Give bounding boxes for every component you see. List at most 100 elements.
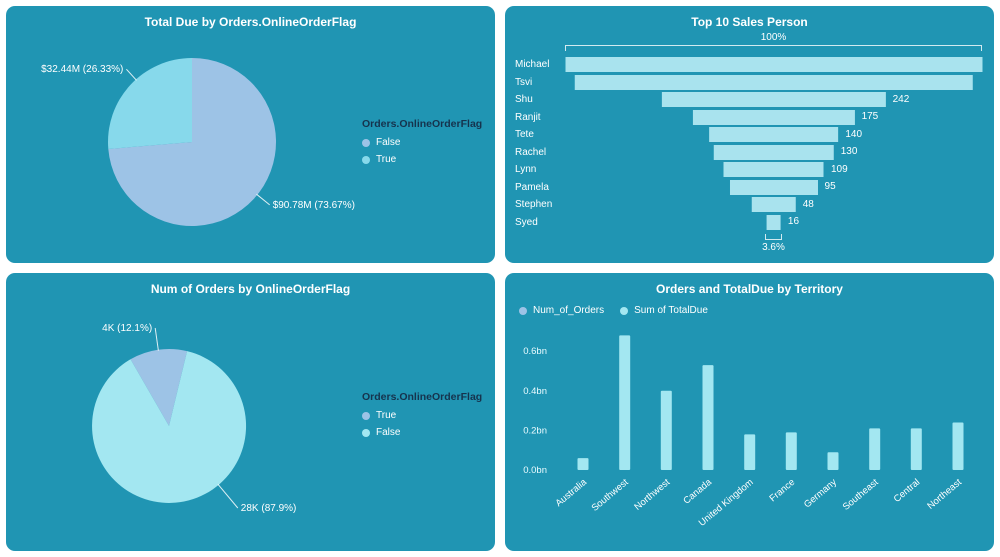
bar-germany[interactable] <box>827 452 839 470</box>
x-axis-label: Northwest <box>632 477 672 513</box>
bar-united-kingdom[interactable] <box>744 434 756 470</box>
funnel-row-label: Syed <box>515 216 538 228</box>
bar-northeast[interactable] <box>952 422 964 471</box>
funnel-bottom-axis-area: 3.6% <box>565 231 982 253</box>
funnel-bar[interactable] <box>751 197 796 213</box>
funnel-row[interactable]: Lynn 109 <box>515 161 982 179</box>
legend-dot-icon <box>362 138 370 147</box>
funnel-row-label: Tete <box>515 129 534 141</box>
legend-item-false[interactable]: False <box>362 427 494 438</box>
x-axis-label: Northeast <box>925 477 964 512</box>
legend-label: False <box>376 427 401 438</box>
bar-southwest[interactable] <box>619 335 631 470</box>
legend-dot-icon <box>362 411 370 420</box>
legend-label: False <box>376 137 401 148</box>
pie-slice-label: $90.78M (73.67%) <box>273 200 355 211</box>
territory-bar-chart[interactable]: 0.0bn 0.2bn 0.4bn 0.6bn Australia Southwest No… <box>505 273 994 551</box>
bar-australia[interactable] <box>577 458 589 470</box>
y-tick-label: 0.0bn <box>523 465 547 476</box>
panel-num-orders-pie: Num of Orders by OnlineOrderFlag 4K (12.… <box>6 273 495 551</box>
legend-total-due: Orders.OnlineOrderFlag False True <box>362 118 494 171</box>
legend-title: Orders.OnlineOrderFlag <box>362 391 483 403</box>
legend-item-sum of totaldue[interactable]: Sum of TotalDue <box>620 305 708 316</box>
funnel-row[interactable]: Stephen 48 <box>515 196 982 214</box>
funnel-value-label: 130 <box>840 146 858 158</box>
funnel-bar-area: 109 <box>565 162 982 178</box>
funnel-bar-area <box>565 57 982 73</box>
funnel-row[interactable]: Rachel 130 <box>515 144 982 162</box>
x-axis-label: Central <box>892 477 923 505</box>
funnel-bar-area: 95 <box>565 179 982 195</box>
legend-item-false[interactable]: False <box>362 137 494 148</box>
bar-central[interactable] <box>910 428 922 470</box>
x-axis-label: Australia <box>554 476 590 509</box>
pie-slice-true[interactable] <box>130 348 188 426</box>
funnel-bar[interactable] <box>729 179 818 195</box>
legend-territory: Num_of_Orders Sum of TotalDue <box>519 305 708 316</box>
y-tick-label: 0.4bn <box>523 386 547 397</box>
pie-slice-label: 4K (12.1%) <box>102 323 152 334</box>
x-axis-label: France <box>767 477 797 504</box>
funnel-row[interactable]: Tsvi <box>515 74 982 92</box>
legend-item-true[interactable]: True <box>362 410 494 421</box>
funnel-row-label: Lynn <box>515 164 537 176</box>
total-due-pie-chart[interactable]: $90.78M (73.67%) $32.44M (26.33%) <box>6 6 495 263</box>
funnel-bar-area: 242 <box>565 92 982 108</box>
legend-num-orders: Orders.OnlineOrderFlag True False <box>362 391 494 444</box>
funnel-bar[interactable] <box>565 57 982 73</box>
funnel-row[interactable]: Michael <box>515 56 982 74</box>
pie-slice-true[interactable] <box>108 58 192 149</box>
legend-dot-icon <box>519 306 527 315</box>
funnel-row[interactable]: Shu 242 <box>515 91 982 109</box>
funnel-value-label: 109 <box>830 163 848 175</box>
pie-slice-false[interactable] <box>108 58 277 226</box>
x-axis-label: Canada <box>681 476 714 506</box>
panel-top-sales-funnel: Top 10 Sales Person 100% Michael Tsvi Shu 24… <box>505 6 994 263</box>
legend-title: Orders.OnlineOrderFlag <box>362 118 483 130</box>
funnel-row[interactable]: Pamela 95 <box>515 179 982 197</box>
funnel-bar-area: 175 <box>565 109 982 125</box>
funnel-top-axis-area: 100% <box>565 32 982 56</box>
funnel-value-label: 140 <box>845 128 863 140</box>
funnel-value-label: 95 <box>824 181 836 193</box>
x-axis-label: Southwest <box>590 477 631 514</box>
funnel-bar-area: 130 <box>565 144 982 160</box>
num-orders-pie-chart[interactable]: 4K (12.1%) 28K (87.9%) <box>6 273 495 551</box>
legend-dot-icon <box>620 306 629 315</box>
funnel-value-label: 16 <box>787 216 800 228</box>
funnel-bar[interactable] <box>661 92 886 108</box>
legend-label: Sum of TotalDue <box>634 305 708 316</box>
funnel-bar[interactable] <box>766 214 781 230</box>
legend-label: Num_of_Orders <box>533 305 605 316</box>
funnel-bar[interactable] <box>574 74 973 90</box>
bar-canada[interactable] <box>702 365 714 470</box>
top-sales-funnel-chart[interactable]: 100% Michael Tsvi Shu 242 Ranjit 175 Tete 140 Rac… <box>515 32 982 253</box>
funnel-bar[interactable] <box>713 144 834 160</box>
pie-slice-false[interactable] <box>92 351 247 503</box>
funnel-bar[interactable] <box>708 127 839 143</box>
y-tick-label: 0.2bn <box>523 425 547 436</box>
funnel-bottom-axis: 3.6% <box>515 231 982 253</box>
bar-northwest[interactable] <box>660 390 672 470</box>
legend-item-true[interactable]: True <box>362 154 494 165</box>
legend-dot-icon <box>362 155 370 164</box>
chart-title-total-due: Total Due by Orders.OnlineOrderFlag <box>144 15 357 29</box>
bar-france[interactable] <box>785 432 797 470</box>
funnel-row[interactable]: Ranjit 175 <box>515 109 982 127</box>
legend-items: False True <box>362 137 494 165</box>
funnel-bar[interactable] <box>723 162 824 178</box>
funnel-row[interactable]: Tete 140 <box>515 126 982 144</box>
panel-territory-bars: Orders and TotalDue by Territory Num_of_… <box>505 273 994 551</box>
funnel-bottom-bracket <box>765 234 782 240</box>
funnel-row-label: Ranjit <box>515 111 541 123</box>
funnel-row[interactable]: Syed 16 <box>515 214 982 232</box>
funnel-row-label: Michael <box>515 59 550 71</box>
funnel-bar[interactable] <box>692 109 855 125</box>
funnel-row-label: Rachel <box>515 146 547 158</box>
bar-southeast[interactable] <box>869 428 881 470</box>
funnel-value-label: 175 <box>861 111 879 123</box>
chart-title-top-sales: Top 10 Sales Person <box>691 15 808 29</box>
legend-item-num_of_orders[interactable]: Num_of_Orders <box>519 305 604 316</box>
funnel-top-axis-label: 100% <box>760 32 787 43</box>
